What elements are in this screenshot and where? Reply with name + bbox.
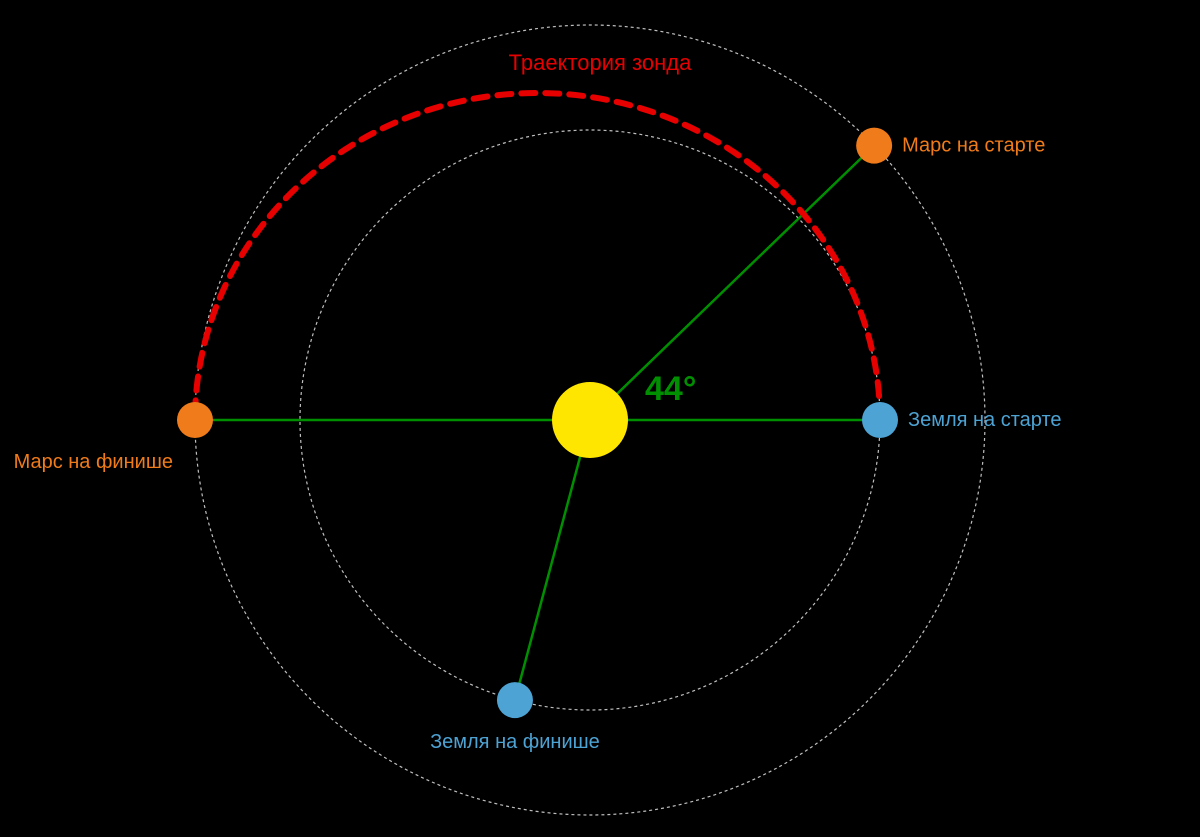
sun: [552, 382, 628, 458]
trajectory-label: Траектория зонда: [509, 50, 692, 75]
probe-trajectory: [195, 93, 880, 420]
angle-label: 44°: [645, 370, 696, 408]
radial-earth-finish: [515, 420, 590, 700]
earth-finish-label: Земля на финише: [430, 731, 600, 753]
planet-earth-start: [862, 402, 898, 438]
mars-finish-label: Марс на финише: [14, 451, 173, 473]
planet-mars-start: [856, 128, 892, 164]
earth-start-label: Земля на старте: [908, 409, 1062, 431]
planet-mars-finish: [177, 402, 213, 438]
planet-earth-finish: [497, 682, 533, 718]
radial-mars-start: [590, 146, 874, 420]
mars-start-label: Марс на старте: [902, 135, 1045, 157]
